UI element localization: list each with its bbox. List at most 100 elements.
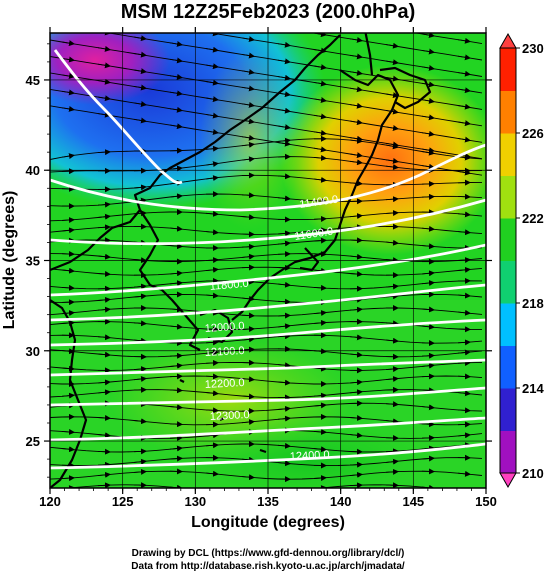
wind-arrow (277, 323, 291, 330)
wind-arrow (97, 334, 111, 341)
wind-arrow (169, 435, 183, 442)
wind-arrow (205, 373, 219, 380)
wind-arrow (97, 149, 111, 156)
streamline (311, 33, 483, 61)
x-axis-label: Longitude (degrees) (191, 514, 345, 531)
streamline (50, 293, 483, 303)
wind-arrow (61, 446, 75, 453)
contour-label: 12200.0 (205, 377, 245, 391)
wind-arrow (205, 349, 219, 356)
wind-arrow (385, 143, 399, 150)
wind-arrow (421, 180, 435, 187)
wind-arrow (133, 68, 147, 75)
wind-arrow (133, 320, 147, 327)
wind-arrow (313, 64, 327, 71)
wind-arrow (169, 106, 183, 113)
wind-arrow (349, 213, 363, 220)
wind-arrow (205, 326, 219, 333)
wind-arrow (241, 326, 255, 333)
wind-arrow (205, 63, 219, 70)
streamline (50, 174, 483, 190)
wind-arrow (133, 376, 147, 382)
wind-arrow (385, 196, 399, 203)
colorbar-label: 210 (522, 466, 544, 481)
wind-arrow (97, 78, 111, 85)
wind-arrow (313, 237, 327, 244)
wind-arrow (349, 334, 363, 341)
wind-arrow (421, 65, 435, 71)
wind-arrow (133, 418, 147, 425)
wind-arrow (313, 446, 327, 453)
wind-arrow (278, 27, 290, 29)
streamline (50, 470, 483, 480)
wind-arrow (241, 192, 255, 199)
wind-arrow (277, 298, 291, 305)
wind-arrow (313, 392, 327, 399)
wind-arrow (169, 280, 183, 287)
streamline (50, 239, 483, 249)
wind-arrow (169, 243, 183, 250)
wind-arrow (169, 421, 183, 428)
wind-arrow (421, 149, 435, 156)
streamline (50, 88, 483, 160)
wind-arrow (313, 176, 327, 183)
streamline (50, 138, 483, 160)
wind-arrow (61, 428, 75, 435)
wind-arrow (385, 458, 399, 465)
wind-arrow (169, 404, 183, 411)
colorbar-segment (500, 48, 516, 91)
colorbar-segment (500, 430, 516, 474)
wind-arrow (133, 458, 147, 465)
wind-arrow (241, 346, 255, 353)
wind-arrow (133, 293, 147, 300)
wind-arrow (61, 267, 75, 274)
wind-arrow (349, 415, 363, 422)
wind-arrow (385, 75, 399, 82)
wind-arrow (61, 105, 75, 112)
wind-arrow (133, 117, 147, 124)
streamline (50, 211, 483, 222)
wind-arrow (385, 125, 399, 131)
colorbar-segment (500, 218, 516, 261)
wind-arrow (133, 101, 147, 107)
colorbar-segment (500, 303, 516, 346)
wind-arrow (205, 229, 219, 236)
colorbar-segment (500, 175, 516, 219)
wind-arrow (169, 387, 183, 394)
wind-arrow (277, 41, 291, 48)
wind-arrow (205, 339, 219, 346)
wind-arrow (205, 470, 219, 477)
contour-label: 12400.0 (290, 449, 330, 463)
wind-arrow (349, 36, 363, 43)
wind-arrow (386, 28, 398, 30)
streamline (50, 375, 483, 385)
streamline (50, 56, 483, 127)
wind-arrow (241, 52, 255, 59)
wind-arrow (349, 102, 363, 109)
streamline (50, 39, 483, 110)
wind-arrow (169, 352, 183, 359)
wind-arrow (206, 491, 218, 492)
wind-arrow (421, 373, 435, 380)
wind-arrow (385, 401, 399, 408)
wind-arrow (277, 442, 291, 449)
wind-arrow (349, 69, 363, 76)
wind-arrow (97, 224, 111, 231)
chart-title: MSM 12Z25Feb2023 (200.0hPa) (121, 1, 416, 23)
wind-arrow (421, 280, 435, 287)
wind-arrow (205, 407, 219, 414)
wind-arrow (313, 146, 327, 153)
wind-arrow (457, 193, 471, 200)
wind-arrow (277, 240, 291, 247)
x-tick-label: 150 (475, 494, 497, 509)
wind-arrow (313, 129, 327, 136)
wind-arrow (457, 70, 471, 77)
colorbar-segment (500, 260, 516, 304)
wind-arrow (61, 56, 75, 63)
wind-arrow (61, 227, 75, 234)
wind-arrow (205, 359, 219, 366)
wind-arrow (133, 448, 147, 455)
contour-label: 12300.0 (210, 409, 250, 423)
wind-arrow (61, 40, 75, 47)
wind-arrow (62, 9, 74, 11)
